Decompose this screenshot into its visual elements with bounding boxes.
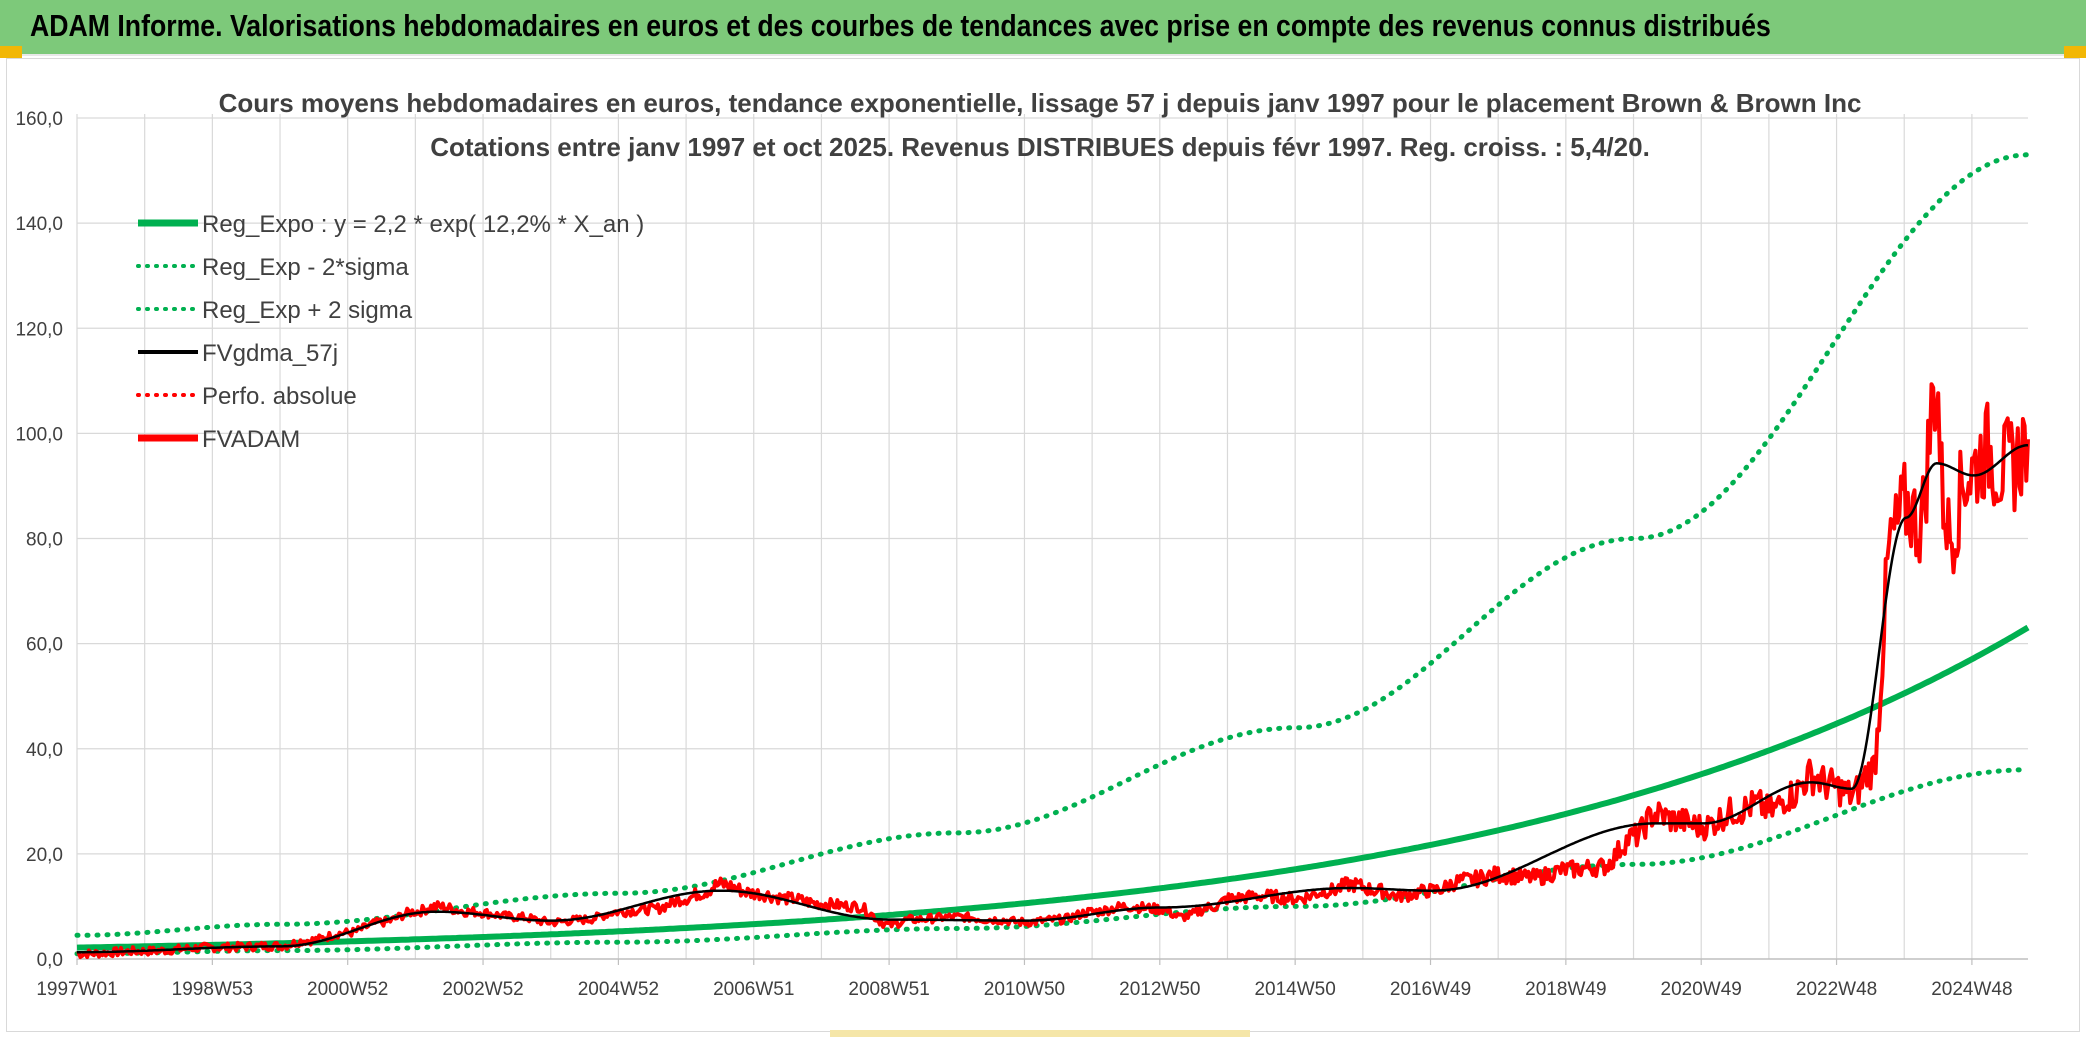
banner-corner-left [0, 46, 22, 58]
chart-title-line1: Cours moyens hebdomadaires en euros, ten… [219, 88, 1862, 118]
axes [76, 114, 2028, 960]
x-tick-label: 2000W52 [307, 979, 388, 1000]
series-fvadam-line [76, 382, 2030, 960]
band-upper-line [74, 152, 2031, 938]
legend-label: Reg_Expo : y = 2,2 * exp( 12,2% * X_an ) [202, 211, 644, 238]
report-banner: ADAM Informe. Valorisations hebdomadaire… [0, 0, 2086, 56]
x-tick-label: 2018W49 [1525, 979, 1606, 1000]
legend-label: FVADAM [202, 426, 300, 453]
y-tick-label: 100,0 [15, 424, 63, 445]
y-tick-label: 80,0 [26, 530, 63, 551]
x-tick-label: 2022W48 [1796, 979, 1877, 1000]
x-tick-label: 2002W52 [442, 979, 523, 1000]
x-tick-label: 2016W49 [1390, 979, 1471, 1000]
y-tick-label: 0,0 [37, 950, 63, 971]
legend-label: FVgdma_57j [202, 340, 338, 367]
y-tick-label: 20,0 [26, 845, 63, 866]
y-tick-label: 120,0 [15, 319, 63, 340]
x-tick-label: 2024W48 [1931, 979, 2012, 1000]
x-tick-label: 2012W50 [1119, 979, 1200, 1000]
gridlines [77, 114, 2028, 959]
y-tick-label: 60,0 [26, 635, 63, 656]
y-tick-label: 140,0 [15, 214, 63, 235]
x-tick-label: 2014W50 [1254, 979, 1335, 1000]
chart-title-line2: Cotations entre janv 1997 et oct 2025. R… [430, 132, 1650, 162]
regression-line [76, 624, 2030, 951]
band-lower-line [74, 767, 2031, 957]
banner-corner-right [2064, 46, 2086, 58]
y-tick-label: 160,0 [15, 109, 63, 130]
series [74, 152, 2031, 960]
x-tick-label: 2004W52 [578, 979, 659, 1000]
bottom-marker [830, 1030, 1250, 1037]
y-tick-label: 40,0 [26, 740, 63, 761]
series-fvgdma-line [77, 443, 2029, 954]
x-tick-labels: 1997W01 1998W53 2000W52 2002W52 2004W52 2006W… [36, 959, 2013, 1000]
legend-label: Reg_Exp + 2 sigma [202, 297, 413, 324]
x-tick-label: 1998W53 [172, 979, 253, 1000]
x-tick-label: 2008W51 [848, 979, 929, 1000]
x-tick-label: 2020W49 [1661, 979, 1742, 1000]
legend-label: Perfo. absolue [202, 383, 357, 410]
x-tick-label: 2006W51 [713, 979, 794, 1000]
y-tick-labels: 0,0 20,0 40,0 60,0 80,0 100,0 120,0 140,0 160,0 [15, 109, 63, 971]
legend: Reg_Expo : y = 2,2 * exp( 12,2% * X_an )… [136, 211, 644, 453]
report-title: ADAM Informe. Valorisations hebdomadaire… [30, 8, 1771, 43]
x-tick-label: 1997W01 [36, 979, 117, 1000]
legend-label: Reg_Exp - 2*sigma [202, 254, 409, 281]
x-tick-label: 2010W50 [984, 979, 1065, 1000]
